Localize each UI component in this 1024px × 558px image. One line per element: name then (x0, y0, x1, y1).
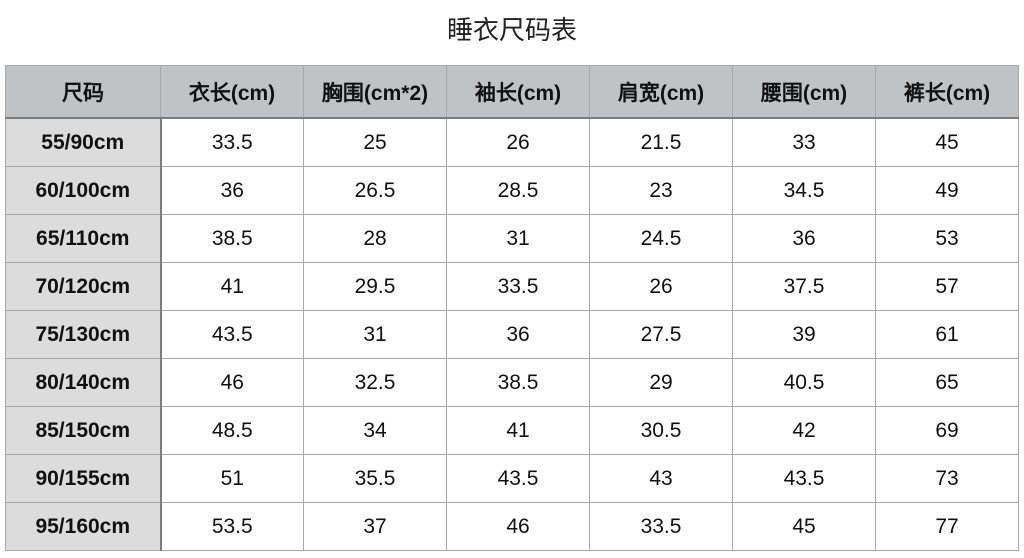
measurement-cell: 53.5 (160, 502, 304, 551)
measurement-cell: 37 (303, 502, 447, 551)
column-header: 裤长(cm) (875, 65, 1019, 119)
measurement-cell: 43.5 (732, 454, 876, 503)
column-header: 袖长(cm) (446, 65, 590, 119)
measurement-cell: 40.5 (732, 358, 876, 407)
size-cell: 80/140cm (5, 358, 162, 407)
measurement-cell: 33.5 (589, 502, 733, 551)
size-cell: 85/150cm (5, 406, 162, 455)
size-cell: 75/130cm (5, 310, 162, 359)
measurement-cell: 21.5 (589, 117, 733, 167)
measurement-cell: 37.5 (732, 262, 876, 311)
measurement-cell: 24.5 (589, 214, 733, 263)
measurement-cell: 30.5 (589, 406, 733, 455)
measurement-cell: 43.5 (446, 454, 590, 503)
measurement-cell: 36 (446, 310, 590, 359)
measurement-cell: 73 (875, 454, 1019, 503)
table-row: 95/160cm 53.5 37 46 33.5 45 77 (5, 502, 1019, 551)
measurement-cell: 29 (589, 358, 733, 407)
measurement-cell: 29.5 (303, 262, 447, 311)
measurement-cell: 28.5 (446, 166, 590, 215)
header-row: 尺码 衣长(cm) 胸围(cm*2) 袖长(cm) 肩宽(cm) 腰围(cm) 裤长(cm) (5, 65, 1019, 119)
measurement-cell: 35.5 (303, 454, 447, 503)
measurement-cell: 42 (732, 406, 876, 455)
measurement-cell: 34.5 (732, 166, 876, 215)
measurement-cell: 39 (732, 310, 876, 359)
table-row: 60/100cm 36 26.5 28.5 23 34.5 49 (5, 166, 1019, 215)
size-cell: 55/90cm (5, 117, 162, 167)
size-cell: 90/155cm (5, 454, 162, 503)
measurement-cell: 38.5 (160, 214, 304, 263)
measurement-cell: 57 (875, 262, 1019, 311)
measurement-cell: 45 (875, 117, 1019, 167)
measurement-cell: 33.5 (160, 117, 304, 167)
measurement-cell: 41 (446, 406, 590, 455)
measurement-cell: 43.5 (160, 310, 304, 359)
measurement-cell: 48.5 (160, 406, 304, 455)
measurement-cell: 26 (589, 262, 733, 311)
measurement-cell: 45 (732, 502, 876, 551)
measurement-cell: 32.5 (303, 358, 447, 407)
table-row: 90/155cm 51 35.5 43.5 43 43.5 73 (5, 454, 1019, 503)
measurement-cell: 46 (446, 502, 590, 551)
measurement-cell: 43 (589, 454, 733, 503)
measurement-cell: 36 (160, 166, 304, 215)
measurement-cell: 36 (732, 214, 876, 263)
measurement-cell: 33.5 (446, 262, 590, 311)
page-title: 睡衣尺码表 (446, 15, 577, 45)
measurement-cell: 26.5 (303, 166, 447, 215)
measurement-cell: 25 (303, 117, 447, 167)
measurement-cell: 38.5 (446, 358, 590, 407)
measurement-cell: 41 (160, 262, 304, 311)
table-row: 55/90cm 33.5 25 26 21.5 33 45 (5, 117, 1019, 167)
measurement-cell: 69 (875, 406, 1019, 455)
table-row: 75/130cm 43.5 31 36 27.5 39 61 (5, 310, 1019, 359)
measurement-cell: 61 (875, 310, 1019, 359)
column-header: 胸围(cm*2) (303, 65, 447, 119)
table-row: 70/120cm 41 29.5 33.5 26 37.5 57 (5, 262, 1019, 311)
column-header: 腰围(cm) (732, 65, 876, 119)
size-cell: 60/100cm (5, 166, 162, 215)
measurement-cell: 65 (875, 358, 1019, 407)
column-header: 衣长(cm) (160, 65, 304, 119)
measurement-cell: 31 (303, 310, 447, 359)
measurement-cell: 49 (875, 166, 1019, 215)
column-header: 肩宽(cm) (589, 65, 733, 119)
size-cell: 65/110cm (5, 214, 162, 263)
table-row: 85/150cm 48.5 34 41 30.5 42 69 (5, 406, 1019, 455)
size-cell: 95/160cm (5, 502, 162, 551)
measurement-cell: 53 (875, 214, 1019, 263)
measurement-cell: 77 (875, 502, 1019, 551)
table-row: 65/110cm 38.5 28 31 24.5 36 53 (5, 214, 1019, 263)
measurement-cell: 26 (446, 117, 590, 167)
measurement-cell: 27.5 (589, 310, 733, 359)
measurement-cell: 34 (303, 406, 447, 455)
measurement-cell: 28 (303, 214, 447, 263)
measurement-cell: 31 (446, 214, 590, 263)
measurement-cell: 46 (160, 358, 304, 407)
size-chart-table: 尺码 衣长(cm) 胸围(cm*2) 袖长(cm) 肩宽(cm) 腰围(cm) 裤长(cm)… (5, 65, 1019, 551)
measurement-cell: 51 (160, 454, 304, 503)
measurement-cell: 33 (732, 117, 876, 167)
size-cell: 70/120cm (5, 262, 162, 311)
table-row: 80/140cm 46 32.5 38.5 29 40.5 65 (5, 358, 1019, 407)
column-header: 尺码 (5, 65, 161, 119)
measurement-cell: 23 (589, 166, 733, 215)
